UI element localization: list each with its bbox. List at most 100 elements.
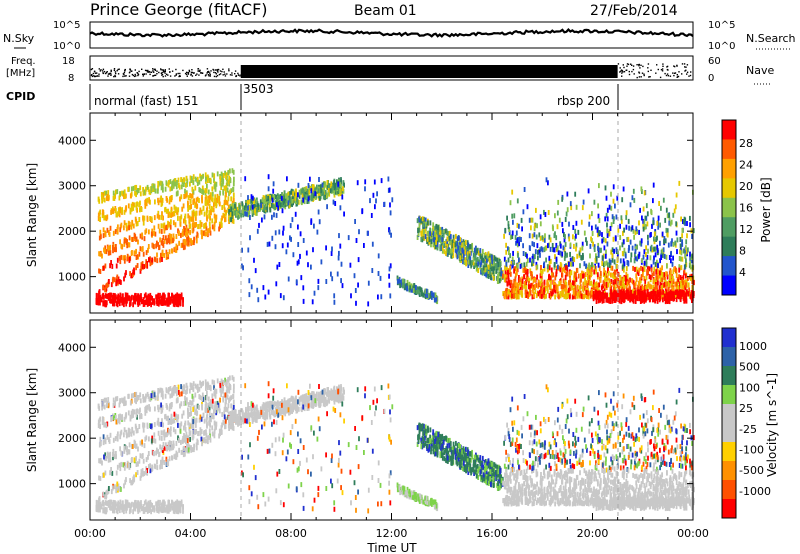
freq-point — [621, 75, 623, 77]
power-echo-cell — [421, 237, 424, 243]
freq-point — [640, 64, 642, 66]
power-echo-cell — [538, 289, 541, 295]
power-echo-cell — [658, 294, 661, 300]
power-echo-cell — [509, 271, 512, 277]
power-echo-cell — [573, 293, 576, 299]
power-echo-cell — [161, 211, 163, 217]
power-echo-cell — [135, 221, 138, 227]
power-echo-cell — [110, 282, 113, 288]
freq-point — [102, 72, 104, 74]
power-echo-cell — [205, 225, 208, 231]
freq-point — [144, 69, 147, 72]
power-echo-cell — [209, 230, 212, 236]
power-echo-cell — [680, 256, 682, 262]
velocity-echo-cell — [119, 446, 121, 452]
power-echo-cell — [112, 248, 114, 254]
power-echo-cell — [327, 190, 330, 196]
power-echo-cell — [508, 247, 510, 253]
power-echo-cell — [509, 234, 512, 240]
power-echo-cell — [660, 294, 663, 300]
power-echo-cell — [187, 235, 190, 241]
power-echo-cell — [606, 222, 608, 228]
power-echo-cell — [146, 295, 148, 301]
power-echo-cell — [509, 253, 511, 259]
power-echo-cell — [558, 217, 561, 223]
power-echo-cell — [642, 266, 644, 272]
power-echo-cell — [313, 290, 316, 296]
power-echo-cell — [144, 203, 147, 209]
power-echo-cell — [341, 188, 343, 194]
power-echo-cell — [250, 202, 253, 208]
power-echo-cell — [403, 285, 406, 291]
power-echo-cell — [248, 199, 250, 204]
power-echo-cell — [178, 240, 180, 246]
power-echo-cell — [322, 189, 324, 195]
power-echo-cell — [511, 189, 514, 195]
power-echo-cell — [587, 264, 590, 270]
power-echo-cell — [550, 267, 553, 273]
power-echo-cell — [180, 214, 183, 220]
power-echo-cell — [101, 253, 103, 259]
power-echo-cell — [387, 187, 390, 193]
power-echo-cell — [554, 275, 557, 281]
power-echo-cell — [516, 267, 519, 273]
freq-point — [148, 70, 150, 73]
power-echo-cell — [231, 168, 234, 174]
power-echo-cell — [132, 269, 135, 275]
power-echo-cell — [338, 188, 341, 194]
velocity-echo-cell — [112, 455, 114, 461]
power-echo-cell — [443, 243, 445, 249]
power-echo-cell — [326, 184, 328, 190]
power-echo-cell — [231, 211, 234, 217]
power-echo-cell — [659, 276, 662, 282]
power-echo-cell — [518, 275, 520, 280]
velocity-echo-cell — [209, 384, 212, 390]
freq-point — [235, 75, 238, 77]
power-echo-cell — [104, 263, 107, 269]
power-echo-cell — [573, 280, 575, 286]
power-echo-cell — [165, 235, 167, 241]
power-echo-cell — [312, 247, 314, 253]
power-echo-cell — [605, 260, 608, 266]
power-echo-cell — [198, 179, 201, 185]
power-echo-cell — [208, 203, 211, 209]
power-echo-cell — [321, 182, 324, 188]
power-echo-cell — [657, 263, 659, 269]
power-echo-cell — [677, 277, 680, 283]
freq-point — [125, 75, 127, 77]
power-echo-cell — [139, 294, 142, 300]
power-echo-cell — [468, 244, 471, 250]
power-echo-cell — [187, 200, 189, 206]
power-echo-cell — [288, 203, 291, 209]
power-echo-cell — [612, 273, 615, 279]
power-echo-cell — [613, 286, 615, 292]
power-echo-cell — [102, 284, 105, 290]
power-echo-cell — [535, 207, 537, 213]
power-echo-cell — [275, 281, 278, 287]
power-echo-cell — [563, 232, 565, 237]
freq-point — [158, 71, 160, 74]
power-echo-cell — [578, 290, 580, 296]
power-echo-cell — [605, 195, 608, 201]
power-echo-cell — [313, 189, 315, 195]
power-echo-cell — [645, 203, 648, 209]
power-echo-cell — [287, 276, 290, 282]
freq-point — [187, 73, 190, 75]
power-echo-cell — [675, 230, 678, 236]
power-echo-cell — [665, 254, 668, 260]
power-echo-cell — [113, 193, 116, 199]
power-echo-cell — [172, 220, 175, 226]
freq-point — [231, 74, 233, 76]
power-echo-cell — [295, 201, 298, 207]
power-echo-cell — [199, 223, 202, 229]
freq-point — [234, 73, 236, 75]
power-echo-cell — [527, 281, 530, 286]
power-echo-cell — [680, 265, 683, 271]
power-echo-cell — [581, 205, 584, 211]
power-echo-cell — [446, 236, 449, 242]
power-echo-cell — [676, 293, 679, 299]
power-colorbar-tick: 4 — [739, 266, 746, 279]
power-echo-cell — [388, 266, 391, 272]
power-echo-cell — [189, 223, 192, 229]
freq-point — [128, 72, 131, 74]
